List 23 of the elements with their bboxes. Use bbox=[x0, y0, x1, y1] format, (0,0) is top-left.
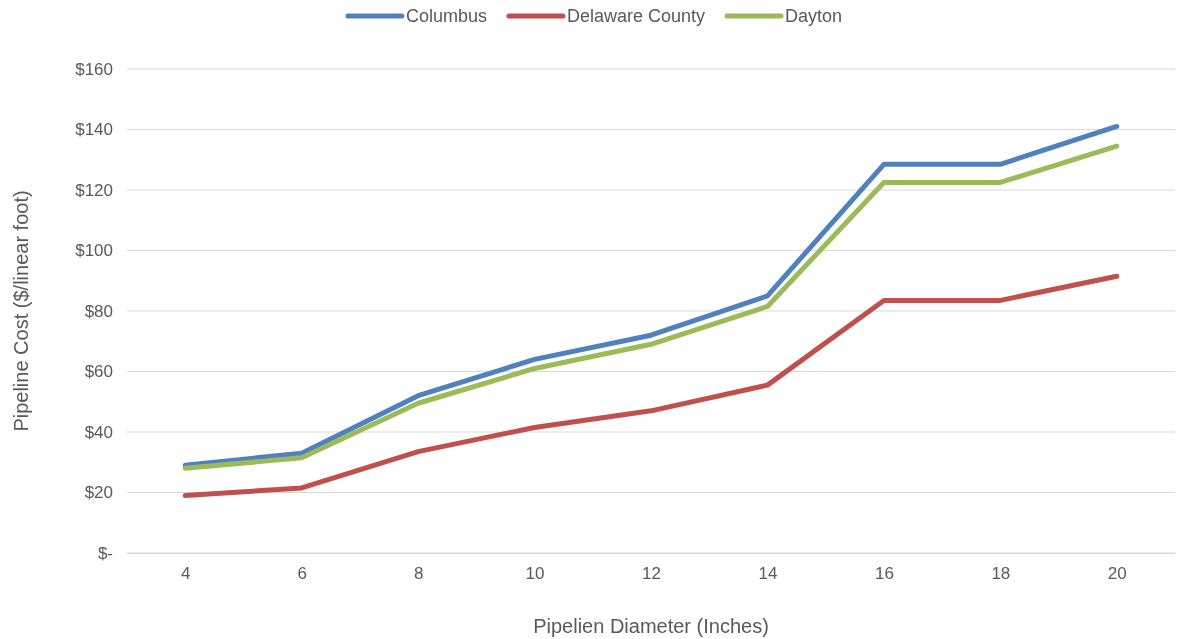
x-tick-label: 20 bbox=[1107, 564, 1127, 584]
legend-label: Delaware County bbox=[566, 6, 706, 26]
y-tick-label: $100 bbox=[75, 241, 113, 261]
x-tick-label: 12 bbox=[642, 564, 661, 584]
y-tick-label: $80 bbox=[84, 301, 113, 321]
x-axis-title: Pipelien Diameter (Inches) bbox=[533, 615, 769, 637]
y-tick-label: $60 bbox=[84, 362, 113, 382]
y-tick-label: $20 bbox=[84, 483, 113, 503]
x-tick-label: 8 bbox=[413, 564, 424, 584]
legend-label: Dayton bbox=[785, 6, 843, 26]
legend-label: Columbus bbox=[405, 6, 487, 26]
x-tick-label: 16 bbox=[874, 564, 894, 584]
y-axis-title: Pipeline Cost ($/linear foot) bbox=[10, 190, 32, 432]
x-tick-label: 4 bbox=[180, 564, 191, 584]
x-tick-label: 10 bbox=[525, 564, 545, 584]
y-tick-label: $- bbox=[97, 543, 113, 563]
x-tick-label: 14 bbox=[758, 564, 778, 584]
y-tick-label: $160 bbox=[75, 59, 113, 79]
y-tick-label: $40 bbox=[84, 422, 113, 442]
x-tick-label: 18 bbox=[991, 564, 1011, 584]
y-tick-label: $140 bbox=[75, 120, 113, 140]
x-tick-label: 6 bbox=[297, 564, 307, 584]
y-tick-label: $120 bbox=[75, 180, 113, 200]
